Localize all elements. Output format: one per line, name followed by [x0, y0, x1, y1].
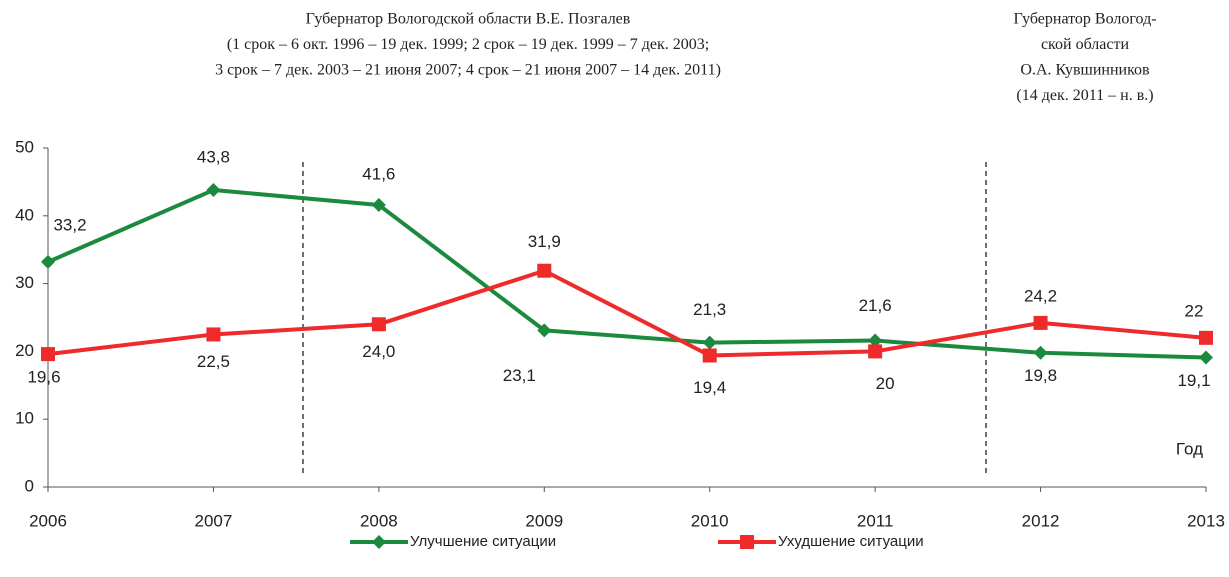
y-tick-label: 20	[15, 341, 34, 360]
marker	[1199, 350, 1213, 365]
data-label: 19,4	[693, 378, 726, 397]
data-label: 24,2	[1024, 286, 1057, 305]
x-tick-label: 2012	[1022, 511, 1060, 530]
y-tick-label: 0	[25, 476, 34, 495]
marker	[740, 535, 754, 549]
marker	[868, 344, 883, 359]
data-label: 19,6	[27, 368, 60, 387]
x-tick-label: 2013	[1187, 511, 1225, 530]
data-label: 41,6	[362, 164, 395, 183]
x-tick-label: 2009	[525, 511, 563, 530]
annotation: (1 срок – 6 окт. 1996 – 19 дек. 1999; 2 …	[227, 36, 709, 53]
series-line	[47, 268, 1207, 358]
annotation: 3 срок – 7 дек. 2003 – 21 июня 2007; 4 с…	[215, 62, 721, 79]
marker	[206, 327, 221, 342]
x-tick-label: 2006	[29, 511, 67, 530]
marker	[702, 335, 717, 350]
marker	[702, 348, 717, 363]
marker	[1199, 330, 1213, 345]
legend-label: Ухудшение ситуации	[778, 533, 924, 550]
marker	[868, 333, 883, 348]
annotation: Губернатор Вологод-	[1013, 11, 1156, 28]
data-label: 43,8	[197, 148, 230, 167]
data-label: 19,1	[1177, 371, 1210, 390]
annotation: (14 дек. 2011 – н. в.)	[1016, 87, 1153, 104]
marker	[1033, 315, 1048, 330]
legend-label: Улучшение ситуации	[410, 533, 556, 550]
annotation: Губернатор Вологодской области В.Е. Позг…	[306, 11, 631, 28]
data-label: 19,8	[1024, 366, 1057, 385]
data-label: 21,6	[859, 296, 892, 315]
y-tick-label: 40	[15, 205, 34, 224]
marker	[537, 323, 552, 338]
annotation: О.А. Кувшинников	[1020, 62, 1150, 79]
marker	[537, 263, 552, 278]
x-tick-label: 2011	[857, 511, 894, 530]
x-tick-label: 2007	[195, 511, 233, 530]
marker	[371, 197, 386, 212]
series-line	[47, 188, 1207, 360]
marker	[372, 535, 386, 549]
data-label: 24,0	[362, 342, 395, 361]
marker	[41, 254, 55, 269]
y-tick-label: 50	[15, 137, 34, 156]
marker	[371, 317, 386, 332]
data-label: 22	[1185, 301, 1204, 320]
annotation: ской области	[1041, 36, 1130, 53]
data-label: 31,9	[528, 232, 561, 251]
marker	[206, 183, 221, 198]
data-label: 20	[876, 374, 895, 393]
data-label: 22,5	[197, 352, 230, 371]
marker	[1033, 345, 1048, 360]
x-tick-label: 2010	[691, 511, 729, 530]
data-label: 21,3	[693, 300, 726, 319]
y-tick-label: 30	[15, 273, 34, 292]
x-tick-label: 2008	[360, 511, 398, 530]
marker	[41, 347, 55, 362]
data-label: 23,1	[503, 366, 536, 385]
x-axis-label: Год	[1176, 439, 1203, 458]
y-tick-label: 10	[15, 409, 34, 428]
data-label: 33,2	[53, 215, 86, 234]
